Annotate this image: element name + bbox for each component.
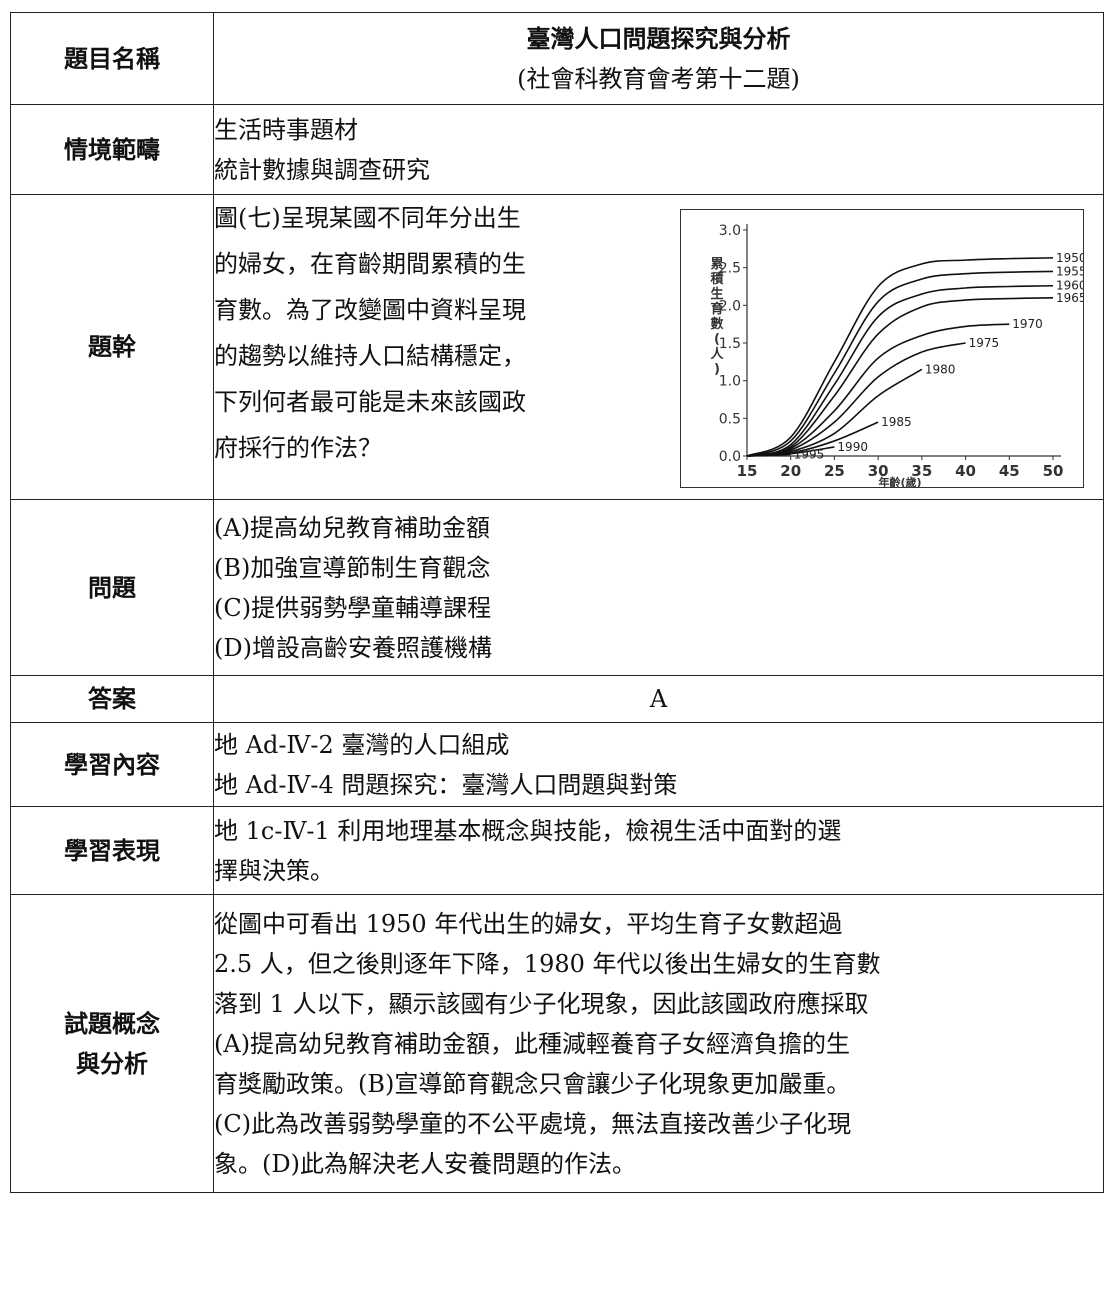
option-d: (D)增設高齡安養照護機構 xyxy=(214,628,1103,668)
title-sub: (社會科教育會考第十二題) xyxy=(214,59,1103,99)
series-label-1990: 1990 xyxy=(837,440,868,454)
learning-content-line: 地 Ad-Ⅳ-4 問題探究：臺灣人口問題與對策 xyxy=(214,765,1103,805)
answer-label: 答案 xyxy=(11,676,214,723)
learning-content-label: 學習內容 xyxy=(11,723,214,807)
title-main: 臺灣人口問題探究與分析 xyxy=(214,19,1103,59)
x-tick-label: 45 xyxy=(999,462,1020,480)
series-label-1970: 1970 xyxy=(1012,317,1043,331)
stem-line: 圖(七)呈現某國不同年分出生 xyxy=(214,195,654,241)
x-tick-label: 15 xyxy=(737,462,758,480)
learning-performance-line: 地 1c-Ⅳ-1 利用地理基本概念與技能，檢視生活中面對的選 xyxy=(214,811,1103,851)
learning-performance-cell: 地 1c-Ⅳ-1 利用地理基本概念與技能，檢視生活中面對的選 擇與決策。 xyxy=(214,807,1104,895)
y-axis-label: 累積生育數(人) xyxy=(709,256,724,377)
analysis-label-line: 試題概念 xyxy=(11,1004,213,1044)
context-cell: 生活時事題材 統計數據與調查研究 xyxy=(214,105,1104,195)
x-tick-label: 40 xyxy=(955,462,976,480)
fertility-chart-svg: 0.00.51.01.52.02.53.015 20 25 30 35 40 45 50年齡(… xyxy=(681,210,1083,487)
y-tick-label: 3.0 xyxy=(719,223,741,239)
x-tick-label: 50 xyxy=(1043,462,1064,480)
context-line: 生活時事題材 xyxy=(214,110,1103,150)
analysis-line: 象。(D)此為解決老人安養問題的作法。 xyxy=(214,1144,1103,1184)
series-label-1995: 1995 xyxy=(794,447,825,461)
series-label-1985: 1985 xyxy=(881,415,912,429)
title-cell: 臺灣人口問題探究與分析 (社會科教育會考第十二題) xyxy=(214,13,1104,105)
answer-value: A xyxy=(214,676,1104,723)
question-sheet-table: 題目名稱 臺灣人口問題探究與分析 (社會科教育會考第十二題) 情境範疇 生活時事… xyxy=(10,12,1104,1193)
analysis-line: 2.5 人，但之後則逐年下降，1980 年代以後出生婦女的生育數 xyxy=(214,944,1103,984)
learning-content-line: 地 Ad-Ⅳ-2 臺灣的人口組成 xyxy=(214,725,1103,765)
question-cell: (A)提高幼兒教育補助金額 (B)加強宣導節制生育觀念 (C)提供弱勢學童輔導課… xyxy=(214,500,1104,676)
analysis-label: 試題概念 與分析 xyxy=(11,895,214,1193)
analysis-line: (A)提高幼兒教育補助金額，此種減輕養育子女經濟負擔的生 xyxy=(214,1024,1103,1064)
series-line-1960 xyxy=(747,286,1053,456)
title-label: 題目名稱 xyxy=(11,13,214,105)
stem-cell: 圖(七)呈現某國不同年分出生 的婦女，在育齡期間累積的生 育數。為了改變圖中資料… xyxy=(214,195,1104,500)
option-b: (B)加強宣導節制生育觀念 xyxy=(214,548,1103,588)
option-c: (C)提供弱勢學童輔導課程 xyxy=(214,588,1103,628)
stem-line: 的婦女，在育齡期間累積的生 xyxy=(214,241,654,287)
stem-line: 下列何者最可能是未來該國政 xyxy=(214,379,654,425)
analysis-cell: 從圖中可看出 1950 年代出生的婦女，平均生育子女數超過 2.5 人，但之後則… xyxy=(214,895,1104,1193)
learning-performance-label: 學習表現 xyxy=(11,807,214,895)
series-label-1980: 1980 xyxy=(925,362,956,376)
x-tick-label: 20 xyxy=(780,462,801,480)
context-line: 統計數據與調查研究 xyxy=(214,150,1103,190)
stem-line: 育數。為了改變圖中資料呈現 xyxy=(214,287,654,333)
stem-label: 題幹 xyxy=(11,195,214,500)
series-label-1950: 1950 xyxy=(1056,251,1083,265)
stem-text: 圖(七)呈現某國不同年分出生 的婦女，在育齡期間累積的生 育數。為了改變圖中資料… xyxy=(214,195,654,471)
analysis-line: (C)此為改善弱勢學童的不公平處境，無法直接改善少子化現 xyxy=(214,1104,1103,1144)
stem-line: 府採行的作法？ xyxy=(214,425,654,471)
series-label-1955: 1955 xyxy=(1056,264,1083,278)
series-label-1975: 1975 xyxy=(969,336,1000,350)
analysis-line: 落到 1 人以下，顯示該國有少子化現象，因此該國政府應採取 xyxy=(214,984,1103,1024)
stem-line: 的趨勢以維持人口結構穩定， xyxy=(214,333,654,379)
x-axis-label: 年齡(歲) xyxy=(878,475,921,487)
x-tick-label: 25 xyxy=(824,462,845,480)
question-label: 問題 xyxy=(11,500,214,676)
learning-content-cell: 地 Ad-Ⅳ-2 臺灣的人口組成 地 Ad-Ⅳ-4 問題探究：臺灣人口問題與對策 xyxy=(214,723,1104,807)
context-label: 情境範疇 xyxy=(11,105,214,195)
fertility-chart: 0.0 0.5 1.0 1.5 2.0 2.5 3.0 15 20 25 30 35 40 45 50 年齡(… xyxy=(680,209,1084,488)
series-line-1965 xyxy=(747,298,1053,456)
learning-performance-line: 擇與決策。 xyxy=(214,851,1103,891)
y-tick-label: 1.0 xyxy=(719,374,741,390)
y-tick-label: 0.5 xyxy=(719,411,741,427)
analysis-line: 育獎勵政策。(B)宣導節育觀念只會讓少子化現象更加嚴重。 xyxy=(214,1064,1103,1104)
option-a: (A)提高幼兒教育補助金額 xyxy=(214,508,1103,548)
series-line-1980 xyxy=(747,369,922,456)
analysis-line: 從圖中可看出 1950 年代出生的婦女，平均生育子女數超過 xyxy=(214,904,1103,944)
series-label-1965: 1965 xyxy=(1056,291,1083,305)
analysis-label-line: 與分析 xyxy=(11,1044,213,1084)
